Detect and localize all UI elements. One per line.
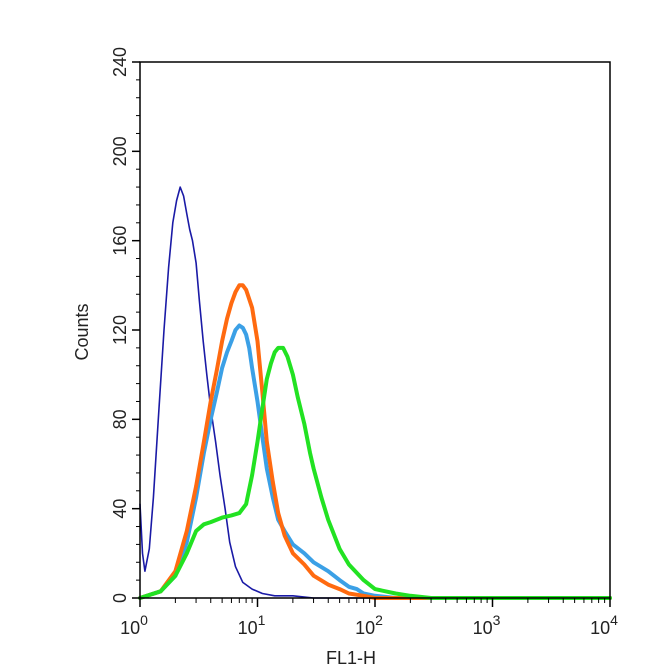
x-tick-label: 102 [355,612,383,638]
x-tick-label: 100 [120,612,148,638]
y-tick-label: 200 [110,136,130,166]
y-tick-label: 240 [110,47,130,77]
y-tick-label: 40 [110,499,130,519]
y-axis-ticks: 0 40 80 120 160 200 240 [110,47,140,603]
plot-frame [139,61,611,599]
x-axis-ticks: 100 101 102 103 104 [120,598,618,638]
y-axis-title: Counts [72,303,92,360]
histogram-series-3 [138,283,612,600]
y-tick-label: 0 [110,593,130,603]
x-tick-label: 103 [473,612,501,638]
y-tick-label: 160 [110,226,130,256]
series-layer [138,186,612,600]
x-tick-label: 104 [590,612,618,638]
histogram-series-2 [138,323,612,600]
histogram-series-1 [139,186,611,599]
y-tick-label: 120 [110,315,130,345]
x-tick-label: 101 [238,612,266,638]
histogram-series-4 [138,345,612,600]
y-tick-label: 80 [110,409,130,429]
x-axis-title: FL1-H [326,648,376,668]
